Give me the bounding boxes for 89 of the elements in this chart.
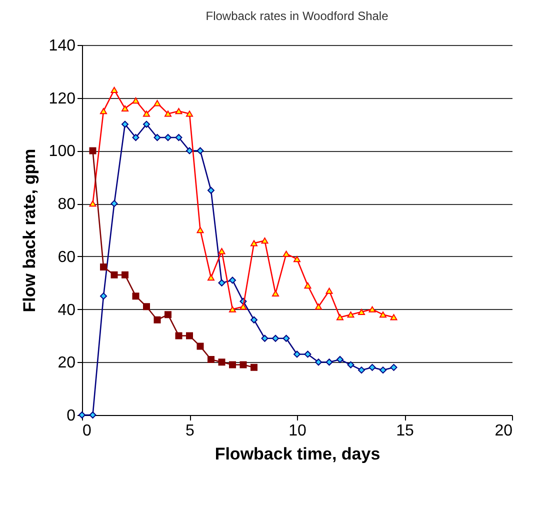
point bbox=[347, 361, 354, 368]
point bbox=[218, 358, 226, 366]
point bbox=[208, 356, 214, 363]
point bbox=[143, 120, 150, 128]
point bbox=[358, 366, 365, 374]
point bbox=[326, 288, 333, 294]
y-tick-label: 80 bbox=[58, 196, 76, 214]
y-tick-label: 100 bbox=[48, 143, 76, 160]
point bbox=[390, 314, 398, 320]
point bbox=[175, 134, 182, 141]
point bbox=[175, 108, 182, 114]
x-axis-title: Flowback time, days bbox=[214, 444, 380, 464]
point bbox=[304, 350, 312, 358]
point bbox=[122, 271, 128, 278]
point bbox=[240, 304, 247, 310]
point bbox=[154, 134, 161, 141]
point bbox=[196, 147, 204, 154]
point bbox=[122, 105, 128, 112]
point bbox=[390, 364, 398, 371]
point bbox=[110, 271, 118, 278]
point bbox=[154, 100, 161, 106]
point bbox=[164, 311, 172, 318]
point bbox=[261, 237, 268, 244]
point bbox=[132, 292, 140, 300]
point bbox=[250, 316, 258, 324]
point bbox=[326, 358, 333, 366]
point bbox=[304, 282, 312, 289]
point bbox=[100, 108, 107, 114]
point bbox=[89, 147, 96, 154]
y-tick-label: 40 bbox=[58, 302, 76, 319]
point bbox=[143, 303, 150, 310]
y-tick-label: 0 bbox=[66, 408, 76, 424]
point bbox=[380, 366, 386, 374]
point bbox=[100, 292, 107, 300]
y-tick-label: 60 bbox=[58, 248, 76, 266]
point bbox=[261, 334, 268, 342]
point bbox=[208, 274, 214, 281]
point bbox=[175, 332, 182, 340]
point bbox=[110, 200, 118, 208]
point bbox=[218, 279, 226, 286]
point bbox=[250, 364, 258, 371]
point bbox=[143, 110, 150, 117]
point bbox=[240, 361, 247, 368]
point bbox=[208, 186, 214, 194]
x-tick-label: 10 bbox=[288, 422, 306, 440]
point bbox=[358, 308, 365, 316]
point bbox=[347, 311, 354, 318]
point bbox=[229, 361, 236, 368]
point bbox=[132, 134, 140, 141]
point bbox=[272, 290, 279, 297]
point bbox=[294, 256, 300, 262]
chart-title: Flowback rates in Woodford Shale bbox=[206, 9, 389, 23]
point bbox=[315, 358, 322, 366]
point bbox=[132, 97, 140, 104]
point bbox=[229, 276, 236, 284]
point bbox=[368, 306, 376, 312]
y-tick-label: 20 bbox=[58, 354, 76, 372]
point bbox=[272, 334, 279, 342]
point bbox=[110, 86, 118, 94]
x-tick-label: 15 bbox=[396, 422, 414, 440]
point bbox=[196, 342, 204, 350]
point bbox=[100, 264, 107, 270]
point bbox=[89, 200, 96, 207]
point bbox=[154, 316, 161, 324]
point bbox=[336, 356, 344, 363]
point bbox=[282, 334, 290, 342]
point bbox=[122, 120, 128, 128]
point bbox=[218, 248, 226, 254]
point bbox=[164, 134, 172, 141]
point bbox=[294, 350, 300, 358]
point bbox=[186, 110, 193, 117]
point bbox=[336, 314, 344, 320]
y-axis-title: Flow back rate, gpm bbox=[20, 148, 39, 312]
point bbox=[315, 304, 322, 310]
point bbox=[89, 412, 96, 418]
x-tick-label: 5 bbox=[186, 422, 195, 440]
point bbox=[196, 226, 204, 234]
point bbox=[250, 240, 258, 246]
point bbox=[368, 364, 376, 371]
point bbox=[229, 306, 236, 312]
y-tick-label: 120 bbox=[48, 90, 76, 108]
point bbox=[186, 332, 193, 340]
point bbox=[282, 250, 290, 257]
point bbox=[164, 110, 172, 117]
point bbox=[186, 147, 193, 154]
x-tick-label: 20 bbox=[494, 422, 513, 440]
point bbox=[380, 311, 386, 318]
y-tick-label: 140 bbox=[48, 38, 76, 54]
x-tick-label: 0 bbox=[82, 422, 92, 440]
